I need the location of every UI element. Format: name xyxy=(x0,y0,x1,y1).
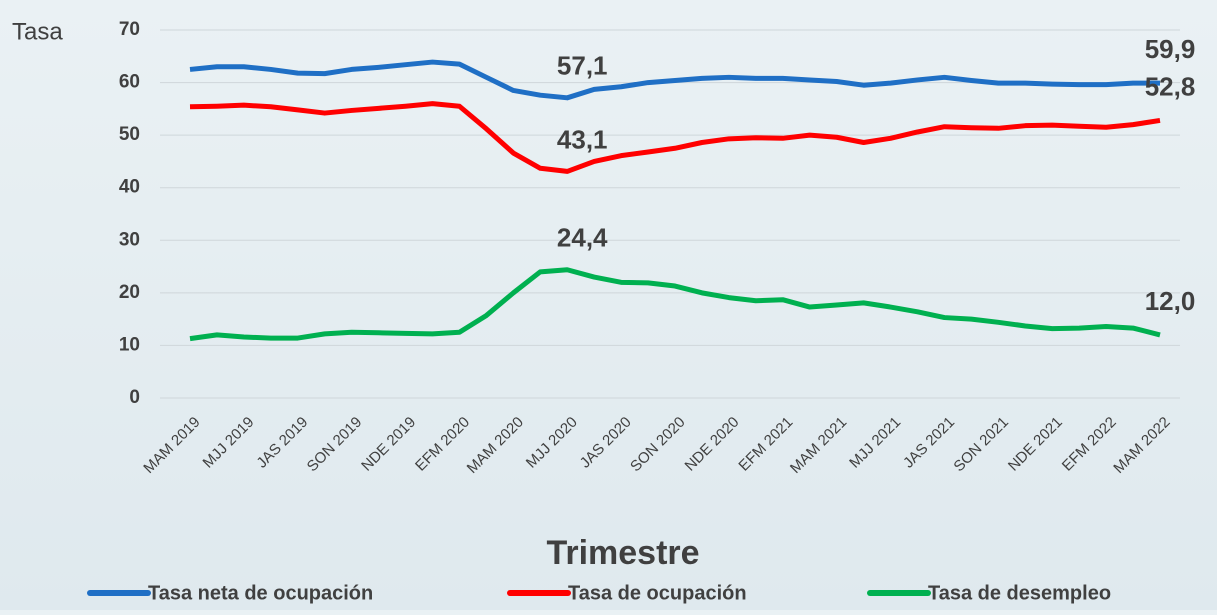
data-label: 57,1 xyxy=(557,51,608,81)
y-tick-label: 40 xyxy=(119,177,140,198)
y-tick-label: 70 xyxy=(119,19,140,40)
x-tick-label: NDE 2021 xyxy=(1005,414,1066,475)
data-label: 12,0 xyxy=(1145,286,1196,316)
y-tick-label: 50 xyxy=(119,124,140,145)
x-tick-label: SON 2019 xyxy=(304,414,366,476)
y-tick-label: 0 xyxy=(129,387,140,408)
data-label: 24,4 xyxy=(557,223,608,253)
y-tick-label: 10 xyxy=(119,334,140,355)
y-axis-title: Tasa xyxy=(12,18,63,45)
legend-label: Tasa de ocupación xyxy=(568,582,747,604)
x-tick-label: MAM 2021 xyxy=(787,414,850,477)
x-tick-label: MAM 2022 xyxy=(1110,414,1173,477)
data-label: 43,1 xyxy=(557,124,608,154)
x-axis-title: Trimestre xyxy=(546,534,699,572)
y-tick-label: 30 xyxy=(119,229,140,250)
series-line xyxy=(189,101,1161,174)
legend-label: Tasa de desempleo xyxy=(928,582,1111,604)
series-line xyxy=(189,267,1161,342)
y-tick-label: 20 xyxy=(119,282,140,303)
data-label: 52,8 xyxy=(1145,71,1196,101)
x-tick-label: SON 2020 xyxy=(627,414,689,476)
data-label: 59,9 xyxy=(1145,34,1196,64)
x-tick-label: NDE 2019 xyxy=(358,414,419,475)
x-tick-label: MJJ 2021 xyxy=(846,414,904,472)
y-tick-label: 60 xyxy=(119,72,140,93)
x-tick-label: MJJ 2019 xyxy=(200,414,258,472)
x-tick-label: NDE 2020 xyxy=(682,414,743,475)
series-line xyxy=(189,59,1160,101)
legend-label: Tasa neta de ocupación xyxy=(148,582,373,604)
x-tick-label: SON 2021 xyxy=(950,414,1012,476)
x-tick-label: MAM 2020 xyxy=(464,414,527,477)
x-tick-label: MJJ 2020 xyxy=(523,414,581,472)
x-tick-label: MAM 2019 xyxy=(140,414,203,477)
